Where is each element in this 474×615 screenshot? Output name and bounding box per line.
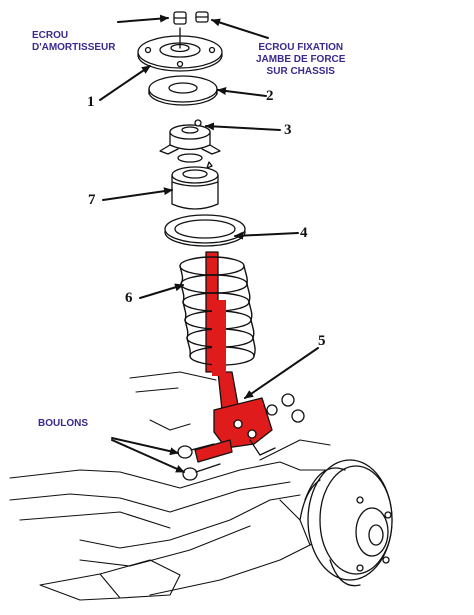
dust-boot-part [171, 161, 219, 210]
bump-mount-part [159, 119, 221, 163]
bolts-left-part [177, 443, 221, 481]
brake-hub [299, 459, 393, 587]
spring-seat-part [164, 214, 246, 247]
ecrou-amortisseur-line2: D'AMORTISSEUR [32, 42, 116, 53]
strut-mount-part [137, 11, 223, 72]
callout-3: 3 [284, 122, 292, 138]
ecrou-amortisseur-label: ECROU D'AMORTISSEUR [32, 30, 116, 54]
callout-4: 4 [300, 225, 308, 241]
ecrou-fixation-line1: ECROU FIXATION [258, 42, 344, 53]
callout-1: 1 [87, 94, 95, 110]
ecrou-amortisseur-line1: ECROU [32, 30, 69, 41]
callout-5: 5 [318, 333, 326, 349]
callout-6: 6 [125, 290, 133, 306]
ecrou-fixation-label: ECROU FIXATION JAMBE DE FORCE SUR CHASSI… [256, 42, 345, 78]
coil-spring-part [179, 256, 256, 376]
ecrou-fixation-line3: SUR CHASSIS [266, 66, 335, 77]
leader-lines [99, 14, 319, 473]
chassis-frame [9, 371, 346, 601]
callout-7: 7 [88, 192, 96, 208]
bearing-plate-part [148, 75, 218, 106]
callout-2: 2 [266, 88, 274, 104]
strut-body-part [194, 251, 276, 463]
boulons-label: BOULONS [38, 418, 88, 429]
bolts-right-part [266, 393, 305, 423]
ecrou-fixation-line2: JAMBE DE FORCE [256, 54, 346, 65]
